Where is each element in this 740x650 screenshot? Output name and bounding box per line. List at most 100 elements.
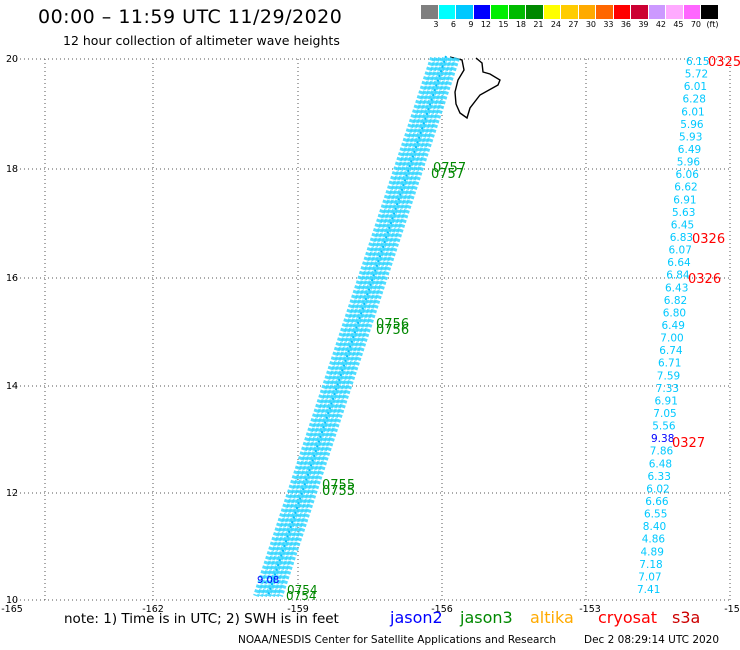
right-track-value: 6.07 bbox=[669, 245, 692, 257]
footnote: note: 1) Time is in UTC; 2) SWH is in fe… bbox=[64, 611, 339, 627]
scale-label: 27 bbox=[568, 20, 579, 29]
track-time-label: 0326 bbox=[688, 272, 721, 287]
right-track-value: 6.83 bbox=[670, 232, 693, 244]
right-track-value: 6.80 bbox=[663, 307, 686, 319]
right-track-value: 5.72 bbox=[685, 69, 708, 81]
scale-swatch bbox=[578, 5, 596, 19]
y-tick-label: 14 bbox=[6, 381, 18, 392]
scale-swatch bbox=[526, 5, 544, 19]
page-title: 00:00 – 11:59 UTC 11/29/2020 bbox=[38, 6, 343, 28]
x-tick-label: -162 bbox=[142, 604, 164, 615]
scale-label: (ft) bbox=[706, 20, 719, 29]
scale-swatch bbox=[561, 5, 579, 19]
scale-label: 30 bbox=[585, 20, 596, 29]
scale-swatch bbox=[631, 5, 649, 19]
satellite-tracks bbox=[253, 55, 460, 597]
right-track-value: 7.33 bbox=[656, 383, 679, 395]
track-strip bbox=[277, 57, 460, 597]
scale-label: 33 bbox=[603, 20, 614, 29]
right-track-value: 6.43 bbox=[665, 282, 688, 294]
right-track-value: 4.89 bbox=[641, 546, 664, 558]
scale-label: 24 bbox=[550, 20, 561, 29]
right-track-value: 6.15 bbox=[686, 56, 709, 68]
track-time-label: 0325 bbox=[708, 55, 740, 70]
right-track-value: 5.96 bbox=[677, 157, 701, 169]
scale-swatch bbox=[456, 5, 474, 19]
y-tick-label: 20 bbox=[6, 54, 18, 65]
track-time-label: 0327 bbox=[672, 436, 705, 451]
right-track-value: 9.38 bbox=[651, 433, 674, 445]
scale-label: 6 bbox=[450, 20, 456, 29]
right-track-value: 6.01 bbox=[681, 106, 704, 118]
x-tick-label: -150 bbox=[724, 604, 740, 615]
track-time-label: 0755 bbox=[322, 478, 355, 493]
scale-swatch bbox=[701, 5, 719, 19]
scale-swatch bbox=[438, 5, 456, 19]
scale-label: 21 bbox=[533, 20, 544, 29]
right-track-value: 6.45 bbox=[671, 219, 694, 231]
right-track-value: 6.71 bbox=[658, 358, 681, 370]
generated-timestamp: Dec 2 08:29:14 UTC 2020 bbox=[584, 634, 720, 646]
track-strip bbox=[265, 57, 448, 597]
right-track-value: 6.33 bbox=[648, 471, 671, 483]
right-track-value: 7.59 bbox=[657, 370, 680, 382]
right-track-value: 6.06 bbox=[676, 169, 700, 181]
right-track-value: 6.91 bbox=[655, 395, 678, 407]
right-track-value: 7.41 bbox=[637, 584, 660, 596]
coastline-hawaii bbox=[449, 56, 501, 120]
scale-label: 3 bbox=[433, 20, 439, 29]
track-strip bbox=[261, 57, 444, 597]
right-track-value: 6.01 bbox=[684, 81, 707, 93]
track-time-label: 0754 bbox=[286, 589, 317, 603]
right-track-value: 6.55 bbox=[644, 509, 667, 521]
track-time-label: 0756 bbox=[376, 323, 409, 338]
scale-label: 12 bbox=[480, 20, 491, 29]
credit-text: NOAA/NESDIS Center for Satellite Applica… bbox=[238, 634, 556, 646]
right-track-value: 6.74 bbox=[659, 345, 683, 357]
scale-swatch bbox=[508, 5, 526, 19]
right-track-values: 6.155.726.016.286.015.965.936.495.966.06… bbox=[637, 56, 709, 596]
right-track-value: 6.64 bbox=[667, 257, 691, 269]
track-strip bbox=[273, 57, 456, 597]
scale-swatch bbox=[683, 5, 701, 19]
legend-entry-cryosat: cryosat bbox=[598, 608, 658, 627]
right-track-value: 7.18 bbox=[639, 559, 662, 571]
right-track-value: 6.28 bbox=[683, 94, 706, 106]
right-track-value: 6.49 bbox=[678, 144, 701, 156]
y-tick-label: 16 bbox=[6, 273, 18, 284]
scale-swatch bbox=[421, 5, 439, 19]
right-track-value: 5.63 bbox=[672, 207, 695, 219]
scale-swatch bbox=[543, 5, 561, 19]
right-track-value: 7.00 bbox=[660, 333, 683, 345]
scale-label: 36 bbox=[620, 20, 631, 29]
scale-swatch bbox=[473, 5, 491, 19]
right-track-value: 6.66 bbox=[645, 496, 669, 508]
right-track-value: 7.86 bbox=[650, 446, 674, 458]
legend-entry-jason3: jason3 bbox=[460, 608, 513, 627]
scale-swatch bbox=[491, 5, 509, 19]
right-track-value: 4.86 bbox=[642, 534, 666, 546]
scale-swatch bbox=[666, 5, 684, 19]
right-track-value: 6.48 bbox=[649, 458, 672, 470]
scale-label: 9 bbox=[468, 20, 474, 29]
right-track-value: 6.82 bbox=[664, 295, 687, 307]
right-track-value: 8.40 bbox=[643, 521, 666, 533]
axis-ticks: -165 -162 -159 -156 -153 -150 20 18 16 14 12 10 bbox=[1, 54, 740, 615]
right-track-value: 6.84 bbox=[666, 270, 690, 282]
track-strip bbox=[269, 57, 452, 597]
track-strip bbox=[253, 57, 436, 597]
right-track-value: 6.91 bbox=[673, 194, 696, 206]
right-track-value: 6.49 bbox=[662, 320, 685, 332]
legend-entry-jason2: jason2 bbox=[390, 608, 443, 627]
right-track-value: 6.62 bbox=[674, 182, 697, 194]
track-time-label: 0326 bbox=[692, 232, 725, 247]
scale-label: 42 bbox=[655, 20, 666, 29]
track-time-label: 0755 bbox=[322, 484, 355, 499]
scale-label: 15 bbox=[498, 20, 509, 29]
x-tick-label: -153 bbox=[579, 604, 601, 615]
scale-label: 70 bbox=[690, 20, 701, 29]
y-tick-label: 12 bbox=[6, 488, 18, 499]
map-grid bbox=[12, 58, 732, 601]
